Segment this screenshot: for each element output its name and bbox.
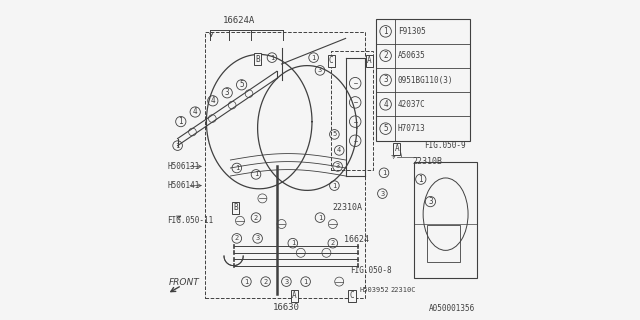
Text: 1: 1: [291, 240, 295, 246]
Text: FRONT: FRONT: [168, 278, 200, 287]
Text: H503952: H503952: [360, 287, 390, 292]
Text: 2: 2: [264, 279, 268, 284]
Text: 16624A: 16624A: [223, 16, 255, 25]
Text: 22310A: 22310A: [333, 204, 363, 212]
Text: 2: 2: [331, 240, 335, 246]
Text: 1: 1: [312, 55, 316, 60]
Text: 1: 1: [244, 279, 248, 284]
Text: 3: 3: [255, 236, 260, 241]
Text: 2: 2: [383, 51, 388, 60]
Text: 16624: 16624: [344, 236, 369, 244]
Text: B: B: [233, 204, 237, 212]
Bar: [376, 19, 470, 141]
Text: 1: 1: [382, 170, 386, 176]
Text: 4: 4: [193, 108, 198, 116]
Text: 5: 5: [383, 124, 388, 133]
Text: FIG.050-8: FIG.050-8: [351, 266, 392, 275]
Text: 5: 5: [239, 80, 244, 89]
Text: 3: 3: [380, 191, 385, 196]
Text: 5: 5: [332, 132, 337, 137]
Text: 2: 2: [235, 236, 239, 241]
Text: 3: 3: [225, 88, 230, 97]
Text: 1: 1: [332, 183, 337, 188]
Text: F91305: F91305: [398, 27, 426, 36]
Text: 1: 1: [318, 215, 322, 220]
Text: H506131: H506131: [167, 162, 200, 171]
Text: 0951BG110(3): 0951BG110(3): [398, 76, 453, 84]
Text: 1: 1: [175, 143, 180, 148]
Text: B: B: [255, 55, 260, 64]
Text: A050001356: A050001356: [429, 304, 475, 313]
Text: 1: 1: [235, 165, 239, 171]
Text: 2: 2: [254, 215, 258, 220]
Text: FIG.050-11: FIG.050-11: [167, 216, 213, 225]
Text: H70713: H70713: [398, 124, 426, 133]
Text: 1: 1: [270, 55, 274, 60]
Text: 4: 4: [337, 148, 341, 153]
Text: 3: 3: [284, 279, 289, 284]
Text: 1: 1: [254, 172, 258, 177]
Text: 4: 4: [211, 96, 215, 105]
Text: C: C: [349, 292, 355, 300]
Text: 16630: 16630: [273, 303, 300, 312]
Text: A: A: [394, 144, 399, 153]
Bar: [332, 51, 373, 170]
Text: FIG.050-9: FIG.050-9: [424, 141, 466, 150]
Text: A: A: [292, 292, 297, 300]
Text: 3: 3: [335, 164, 340, 169]
Text: A: A: [367, 56, 372, 65]
Text: A50635: A50635: [398, 51, 426, 60]
Text: 4: 4: [383, 100, 388, 109]
Bar: [428, 225, 460, 262]
Text: 3: 3: [318, 68, 322, 73]
Text: C: C: [329, 56, 333, 65]
Text: 1: 1: [419, 175, 423, 184]
Text: 22310C: 22310C: [390, 287, 416, 292]
Text: 1: 1: [383, 27, 388, 36]
Text: 42037C: 42037C: [398, 100, 426, 109]
Text: 1: 1: [303, 279, 308, 284]
Text: H506141: H506141: [167, 181, 200, 190]
Text: 3: 3: [383, 76, 388, 84]
Bar: [415, 162, 477, 278]
Text: 3: 3: [428, 197, 433, 206]
Text: 22310B: 22310B: [413, 157, 443, 166]
Text: 1: 1: [179, 117, 183, 126]
